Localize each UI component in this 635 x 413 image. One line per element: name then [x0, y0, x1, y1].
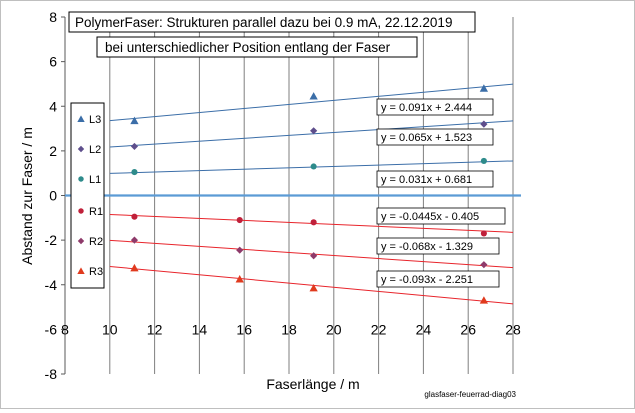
chart-title-box: PolymerFaser: Strukturen parallel dazu b…: [68, 11, 476, 33]
y-tick-label-4: 4: [49, 98, 57, 114]
equation-l1: y = 0.031x + 0.681: [376, 170, 494, 188]
legend-marker-l3: [77, 115, 85, 122]
equation-box-r1: [376, 207, 506, 225]
equation-text-r1: y = -0.0445x - 0.405: [381, 211, 479, 223]
x-tick-label-10: 10: [102, 321, 118, 337]
data-point-r3-4: [479, 296, 489, 304]
legend-label-r2: R2: [89, 236, 103, 248]
equation-r3: y = -0.093x - 2.251: [376, 270, 500, 288]
equation-box-l1: [376, 170, 494, 188]
legend-label-l1: L1: [89, 174, 101, 186]
data-point-l1-1: [131, 169, 138, 176]
data-point-r2-2: [236, 246, 244, 254]
chart-title: PolymerFaser: Strukturen parallel dazu b…: [75, 15, 452, 30]
equation-r1: y = -0.0445x - 0.405: [376, 207, 506, 225]
legend-marker-l1: [78, 176, 84, 182]
equation-box-l3: [376, 98, 494, 116]
x-tick-label-18: 18: [281, 321, 297, 337]
x-tick-label-24: 24: [416, 321, 432, 337]
y-tick-label--4: -4: [45, 277, 58, 293]
chart-subtitle: bei unterschiedlicher Position entlang d…: [105, 40, 391, 55]
legend-label-l2: L2: [89, 144, 101, 156]
y-tick-label-2: 2: [49, 143, 57, 159]
y-tick-label--2: -2: [45, 232, 58, 248]
equation-labels: y = 0.091x + 2.444 y = 0.065x + 1.523 y = …: [376, 98, 506, 288]
x-tick-label-16: 16: [236, 321, 252, 337]
data-point-l3-1: [130, 116, 139, 125]
equation-text-r2: y = -0.068x - 1.329: [381, 241, 473, 253]
data-point-r3-3: [309, 283, 318, 292]
legend-label-r3: R3: [89, 266, 103, 278]
data-points: [130, 84, 489, 304]
data-point-r2-4: [480, 261, 488, 269]
data-point-r1-4: [480, 230, 487, 237]
legend-marker-r1: [78, 208, 84, 214]
x-tick-label-14: 14: [192, 321, 208, 337]
legend-marker-r3: [77, 267, 85, 274]
x-tick-label-20: 20: [326, 321, 342, 337]
x-tick-label-26: 26: [460, 321, 476, 337]
x-tick-label-8: 8: [61, 321, 69, 337]
chart-subtitle-box: bei unterschiedlicher Position entlang d…: [96, 36, 418, 58]
trendline-r3: [109, 265, 514, 305]
data-point-r3-2: [235, 275, 244, 283]
equation-text-r3: y = -0.093x - 2.251: [381, 274, 473, 286]
equation-l3: y = 0.091x + 2.444: [376, 98, 494, 116]
x-tick-label-12: 12: [147, 321, 163, 337]
title-box-border: [68, 11, 476, 33]
equation-box-r3: [376, 270, 500, 288]
subtitle-box-border: [96, 36, 418, 58]
equation-l2: y = 0.065x + 1.523: [376, 128, 494, 146]
y-tick-label-0: 0: [49, 188, 57, 204]
equation-text-l3: y = 0.091x + 2.444: [381, 102, 472, 114]
data-point-l2-1: [130, 142, 139, 151]
legend-marker-l2: [77, 145, 85, 153]
equation-text-l2: y = 0.065x + 1.523: [381, 132, 472, 144]
data-point-l1-3: [480, 157, 487, 164]
chart-credit: glasfaser-feuerrad-diag03: [424, 390, 516, 399]
equation-text-l1: y = 0.031x + 0.681: [381, 174, 472, 186]
y-axis-title: Abstand zur Faser / m: [19, 127, 35, 265]
fit-lines: [109, 83, 514, 305]
y-tick-label-8: 8: [49, 9, 57, 25]
y-tick-label--8: -8: [45, 366, 58, 382]
legend-label-l3: L3: [89, 114, 101, 126]
data-point-l1-2: [310, 163, 317, 170]
x-axis-title: Faserlänge / m: [266, 376, 359, 392]
equation-box-r2: [376, 237, 500, 255]
data-point-r2-3: [310, 252, 318, 260]
data-point-r3-1: [130, 263, 139, 272]
data-point-l2-3: [480, 120, 488, 128]
legend: L3 L2 L1 R1 R2 R3: [70, 102, 105, 289]
data-point-l3-2: [309, 92, 318, 100]
legend-border: [70, 102, 105, 289]
data-point-r1-1: [131, 213, 138, 220]
legend-marker-r2: [77, 237, 85, 245]
data-point-r1-3: [310, 219, 317, 226]
legend-label-r1: R1: [89, 206, 103, 218]
trendline-l2: [109, 120, 514, 148]
equation-r2: y = -0.068x - 1.329: [376, 237, 500, 255]
x-tick-label-22: 22: [371, 321, 387, 337]
data-point-l3-3: [479, 84, 489, 92]
data-point-r1-2: [236, 216, 243, 224]
x-tick-label-28: 28: [505, 321, 521, 337]
data-point-r2-1: [130, 236, 139, 244]
y-tick-label-6: 6: [49, 54, 57, 70]
equation-box-l2: [376, 128, 494, 146]
trendline-l3: [109, 83, 514, 122]
trendline-r2: [109, 239, 514, 269]
y-tick-label--6: -6: [45, 321, 58, 337]
